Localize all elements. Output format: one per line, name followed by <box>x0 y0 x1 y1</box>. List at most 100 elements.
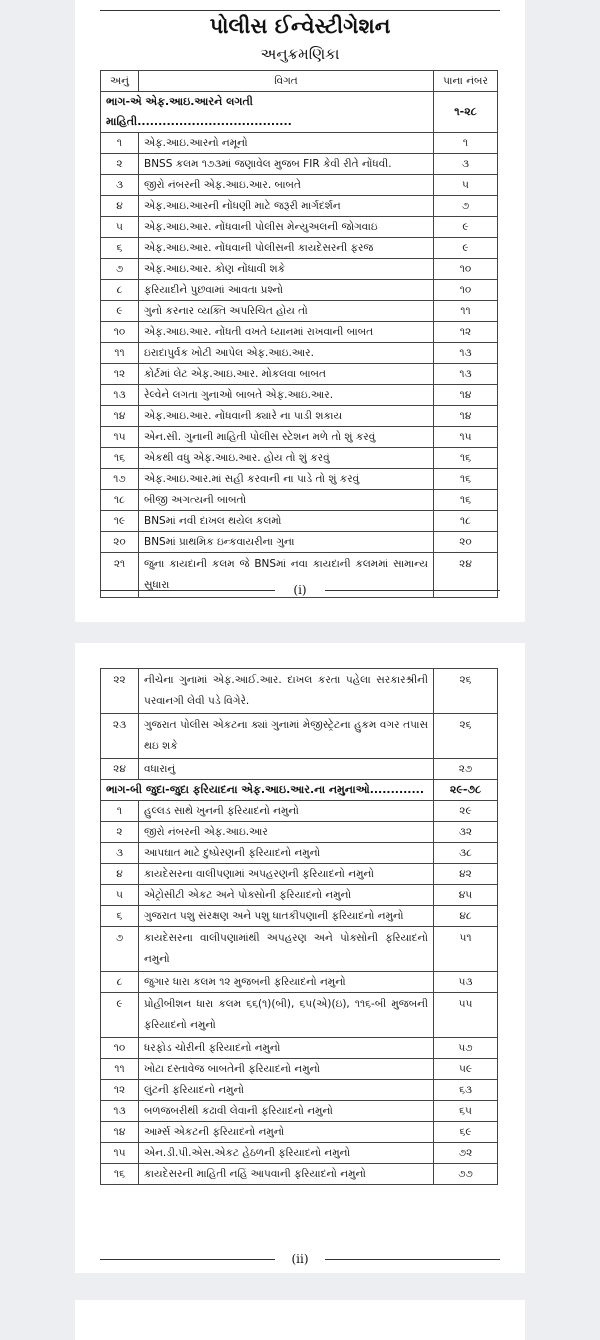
row-number: ૩ <box>100 842 139 864</box>
row-number: ૯ <box>100 992 139 1038</box>
table-row: ૧૩ બળજબરીથી કઢાવી લેવાની ફરિયાદનો નમુનો ૬૫ <box>100 1100 498 1122</box>
table-row: ૩ જીરો નંબરની એફ.આઇ.આર. બાબતે ૫ <box>100 174 498 196</box>
table-row: ૧૬ એકથી વધુ એફ.આઇ.આર. હોય તો શું કરવું ૧૬ <box>100 447 498 469</box>
page-number: (i) <box>293 583 307 597</box>
row-page: ૫ <box>433 174 498 196</box>
row-detail: હુલ્લડ સાથે ખુનની ફરિયાદનો નમુનો <box>138 800 434 822</box>
table-row: ૨ BNSS કલમ ૧૭૩માં જણાવેલ મુજબ FIR કેવી રી… <box>100 153 498 175</box>
row-number: ૧૦ <box>100 1037 139 1059</box>
row-detail: જીરો નંબરની એફ.આઇ.આર <box>138 821 434 843</box>
row-page: ૩૮ <box>433 842 498 864</box>
row-page: ૯ <box>433 216 498 238</box>
row-detail: કાયદેસરના વાલીપણામાંથી અપહરણ અને પોક્સોન… <box>138 926 434 972</box>
row-page: ૨૬ <box>433 668 498 714</box>
row-number: ૫ <box>100 216 139 238</box>
row-detail: એફ.આઇ.આરની નોંધણી માટે જરૂરી માર્ગદર્શન <box>138 195 434 217</box>
row-number: ૧૫ <box>100 1142 139 1164</box>
document-page-1: પોલીસ ઈન્વેસ્ટીગેશન અનુક્રમણિકા અનું વિગ… <box>75 0 525 622</box>
top-rule <box>100 10 500 11</box>
row-number: ૨૦ <box>100 531 139 553</box>
row-detail: ગુજરાત પશુ સંરક્ષણ અને પશુ ધાતકીપણાની ફર… <box>138 905 434 927</box>
table-row: ૧૫ એન.ડી.પી.એસ.એકટ હેઠળની ફરિયાદનો નમુનો ૭… <box>100 1142 498 1164</box>
table-row: ૯ ગુનો કરનાર વ્યક્તિ અપરિચિત હોય તો ૧૧ <box>100 300 498 322</box>
footer-rule-left <box>100 1259 275 1260</box>
row-number: ૧૪ <box>100 1121 139 1143</box>
row-detail: BNSમાં પ્રાથમિક ઇન્કવાયરીના ગુના <box>138 531 434 553</box>
table-row: ૧૩ રેલ્વેને લગતા ગુનાઓ બાબતે એફ.આઇ.આર. ૧૪ <box>100 384 498 406</box>
page-title: પોલીસ ઈન્વેસ્ટીગેશન <box>209 14 391 38</box>
row-detail: નીચેના ગુનામાં એફ.આઈ.આર. દાખલ કરતા પહેલા… <box>138 668 434 714</box>
row-page: ૫૧ <box>433 926 498 972</box>
header-detail: વિગત <box>138 70 434 92</box>
row-detail: એટ્રોસીટી એકટ અને પોક્સોની ફરિયાદનો નમુન… <box>138 884 434 906</box>
row-detail: રેલ્વેને લગતા ગુનાઓ બાબતે એફ.આઇ.આર. <box>138 384 434 406</box>
row-page: ૨૬ <box>433 713 498 759</box>
part-b-label: ભાગ-બી જુદા-જુદા ફરિયાદના એફ.આઇ.આર.ના નમ… <box>100 779 434 801</box>
row-detail: એફ.આઇ.આર. નોંધવાની પોલીસ મેન્યુઅલની જોગવ… <box>138 216 434 238</box>
row-number: ૨૪ <box>100 758 139 780</box>
table-row: ૧૮ બીજી અગત્યની બાબતો ૧૬ <box>100 489 498 511</box>
row-page: ૨૯ <box>433 800 498 822</box>
row-number: ૬ <box>100 905 139 927</box>
row-page: ૧૧ <box>433 300 498 322</box>
table-row: ૨ જીરો નંબરની એફ.આઇ.આર ૩૨ <box>100 821 498 843</box>
table-row: ૧૪ આર્મ્સ એકટની ફરિયાદનો નમુનો ૬૯ <box>100 1121 498 1143</box>
row-page: ૧૦ <box>433 258 498 280</box>
row-page: ૧૫ <box>433 426 498 448</box>
row-detail: લુંટની ફરિયાદનો નમુનો <box>138 1079 434 1101</box>
row-detail: એફ.આઇ.આર. કોણ નોંધાવી શકે <box>138 258 434 280</box>
table-row: ૨૪ વધારાનું ૨૭ <box>100 758 498 780</box>
row-detail: આર્મ્સ એકટની ફરિયાદનો નમુનો <box>138 1121 434 1143</box>
part-a-label: ભાગ-એ એફ.આઇ.આરને લગતી માહિતી............… <box>100 91 434 133</box>
row-detail: ઇરાદાપુર્વક ખોટી આપેલ એફ.આઇ.આર. <box>138 342 434 364</box>
row-number: ૭ <box>100 258 139 280</box>
row-detail: ફરિયાદીને પુછવામાં આવતા પ્રશ્નો <box>138 279 434 301</box>
row-number: ૧ <box>100 800 139 822</box>
table-row: ૯ પ્રોહીબીશન ધારા કલમ ૬૬(૧)(બી), ૬૫(એ)(ઇ)… <box>100 992 498 1038</box>
row-detail: ગુજરાત પોલીસ એકટના ક્યાં ગુનામાં મેજીસ્ટ… <box>138 713 434 759</box>
table-row: ૭ એફ.આઇ.આર. કોણ નોંધાવી શકે ૧૦ <box>100 258 498 280</box>
row-detail: જુગાર ધારા કલમ ૧૨ મુજબની ફરિયાદનો નમુનો <box>138 971 434 993</box>
row-number: ૧૫ <box>100 426 139 448</box>
row-number: ૩ <box>100 174 139 196</box>
row-number: ૯ <box>100 300 139 322</box>
page-footer: (ii) <box>100 1252 500 1266</box>
row-detail: BNSમાં નવી દાખલ થયેલ કલમો <box>138 510 434 532</box>
part-a-row: ભાગ-એ એફ.આઇ.આરને લગતી માહિતી............… <box>100 91 498 133</box>
row-page: ૧૮ <box>433 510 498 532</box>
row-page: ૩૨ <box>433 821 498 843</box>
table-row: ૫ એટ્રોસીટી એકટ અને પોક્સોની ફરિયાદનો નમુ… <box>100 884 498 906</box>
row-detail: એફ.આઇ.આર.માં સહી કરવાની ના પાડે તો શું ક… <box>138 468 434 490</box>
row-page: ૧ <box>433 132 498 154</box>
row-page: ૭૨ <box>433 1142 498 1164</box>
row-number: ૧૬ <box>100 1163 139 1185</box>
row-number: ૧૭ <box>100 468 139 490</box>
row-detail: કાયદેસરના વાલીપણામાં અપહરણની ફરિયાદનો નમ… <box>138 863 434 885</box>
table-row: ૪ કાયદેસરના વાલીપણામાં અપહરણની ફરિયાદનો ન… <box>100 863 498 885</box>
table-row: ૬ એફ.આઇ.આર. નોંધવાની પોલીસની કાયદેસરની ફર… <box>100 237 498 259</box>
row-number: ૧૨ <box>100 1079 139 1101</box>
row-page: ૧૬ <box>433 468 498 490</box>
row-page: ૬૫ <box>433 1100 498 1122</box>
table-row: ૧ હુલ્લડ સાથે ખુનની ફરિયાદનો નમુનો ૨૯ <box>100 800 498 822</box>
table-row: ૧૨ લુંટની ફરિયાદનો નમુનો ૬૩ <box>100 1079 498 1101</box>
row-number: ૪ <box>100 195 139 217</box>
table-row: ૮ ફરિયાદીને પુછવામાં આવતા પ્રશ્નો ૧૦ <box>100 279 498 301</box>
row-detail: એફ.આઇ.આરનો નમૂનો <box>138 132 434 154</box>
index-table-1: અનું વિગત પાના નંબર ભાગ-એ એફ.આઇ.આરને લગત… <box>100 70 498 598</box>
row-page: ૧૪ <box>433 405 498 427</box>
row-page: ૪૨ <box>433 863 498 885</box>
row-detail: બળજબરીથી કઢાવી લેવાની ફરિયાદનો નમુનો <box>138 1100 434 1122</box>
table-row: ૧૯ BNSમાં નવી દાખલ થયેલ કલમો ૧૮ <box>100 510 498 532</box>
row-number: ૧૦ <box>100 321 139 343</box>
part-b-pages: ૨૯-૭૮ <box>433 779 498 801</box>
footer-rule-right <box>325 590 500 591</box>
row-detail: પ્રોહીબીશન ધારા કલમ ૬૬(૧)(બી), ૬૫(એ)(ઇ),… <box>138 992 434 1038</box>
table-row: ૨૨ નીચેના ગુનામાં એફ.આઈ.આર. દાખલ કરતા પહે… <box>100 668 498 714</box>
table-header: અનું વિગત પાના નંબર <box>100 70 498 92</box>
part-b-row: ભાગ-બી જુદા-જુદા ફરિયાદના એફ.આઇ.આર.ના નમ… <box>100 779 498 801</box>
table-row: ૧૧ ઇરાદાપુર્વક ખોટી આપેલ એફ.આઇ.આર. ૧૩ <box>100 342 498 364</box>
row-page: ૧૬ <box>433 489 498 511</box>
page-subtitle: અનુક્રમણિકા <box>260 45 340 63</box>
row-detail: વધારાનું <box>138 758 434 780</box>
